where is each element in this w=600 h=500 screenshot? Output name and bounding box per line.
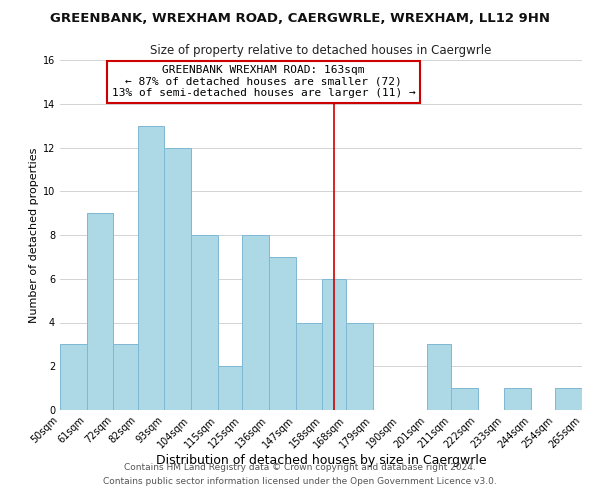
Text: Contains public sector information licensed under the Open Government Licence v3: Contains public sector information licen… xyxy=(103,477,497,486)
Bar xyxy=(113,344,137,410)
Bar xyxy=(555,388,582,410)
Bar xyxy=(322,278,346,410)
Bar xyxy=(164,148,191,410)
Bar xyxy=(346,322,373,410)
Bar xyxy=(451,388,478,410)
Title: Size of property relative to detached houses in Caergwrle: Size of property relative to detached ho… xyxy=(151,44,491,58)
Bar xyxy=(505,388,531,410)
Bar xyxy=(218,366,242,410)
Bar xyxy=(60,344,87,410)
Text: GREENBANK, WREXHAM ROAD, CAERGWRLE, WREXHAM, LL12 9HN: GREENBANK, WREXHAM ROAD, CAERGWRLE, WREX… xyxy=(50,12,550,26)
Text: Contains HM Land Registry data © Crown copyright and database right 2024.: Contains HM Land Registry data © Crown c… xyxy=(124,464,476,472)
Bar xyxy=(427,344,451,410)
Bar xyxy=(242,235,269,410)
Bar xyxy=(87,213,113,410)
Bar xyxy=(191,235,218,410)
X-axis label: Distribution of detached houses by size in Caergwrle: Distribution of detached houses by size … xyxy=(155,454,487,467)
Bar xyxy=(296,322,322,410)
Bar xyxy=(269,257,296,410)
Text: GREENBANK WREXHAM ROAD: 163sqm
← 87% of detached houses are smaller (72)
13% of : GREENBANK WREXHAM ROAD: 163sqm ← 87% of … xyxy=(112,65,415,98)
Bar xyxy=(137,126,164,410)
Y-axis label: Number of detached properties: Number of detached properties xyxy=(29,148,38,322)
